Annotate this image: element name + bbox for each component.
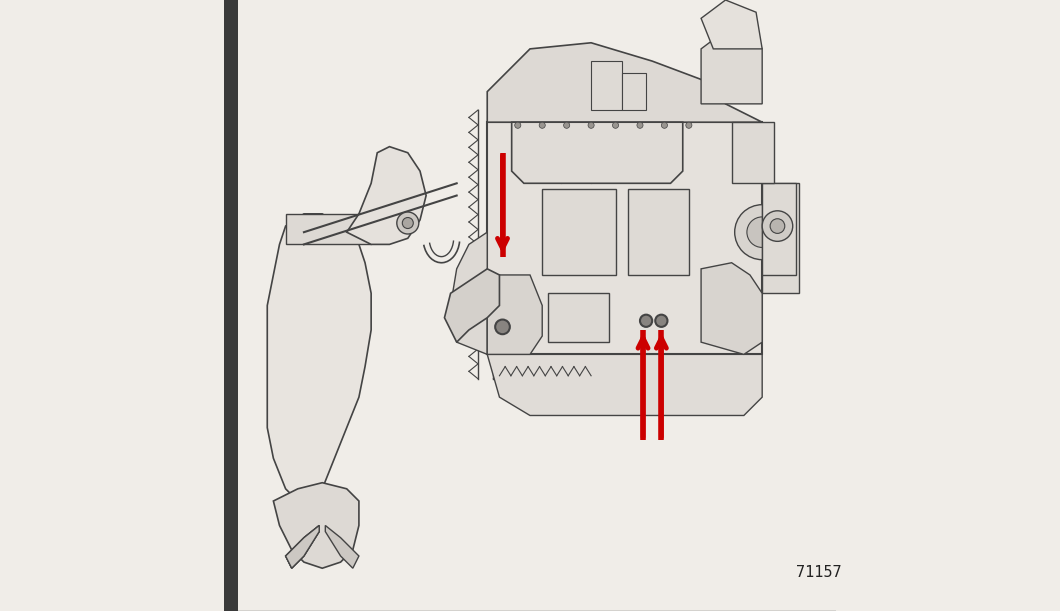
Bar — [591, 61, 621, 110]
Polygon shape — [347, 147, 426, 244]
Polygon shape — [701, 0, 762, 49]
Bar — [225, 0, 237, 611]
Polygon shape — [701, 263, 762, 354]
Polygon shape — [450, 232, 488, 354]
Polygon shape — [444, 269, 499, 342]
Polygon shape — [488, 275, 543, 354]
Circle shape — [515, 122, 520, 128]
Polygon shape — [325, 525, 359, 568]
Circle shape — [403, 218, 413, 229]
Circle shape — [637, 122, 643, 128]
Polygon shape — [273, 483, 359, 568]
Circle shape — [762, 211, 793, 241]
Bar — [731, 122, 775, 183]
Circle shape — [495, 320, 510, 334]
Circle shape — [735, 205, 790, 260]
Circle shape — [613, 122, 619, 128]
Bar — [548, 293, 609, 342]
Polygon shape — [267, 214, 371, 501]
Polygon shape — [488, 354, 762, 415]
Circle shape — [747, 217, 777, 247]
Bar — [762, 183, 796, 275]
Circle shape — [396, 212, 419, 234]
Polygon shape — [512, 122, 683, 183]
Polygon shape — [488, 43, 762, 122]
Polygon shape — [285, 525, 319, 568]
Polygon shape — [701, 31, 762, 104]
Polygon shape — [285, 525, 319, 568]
Circle shape — [655, 315, 668, 327]
Circle shape — [564, 122, 569, 128]
Bar — [628, 189, 689, 275]
Bar — [621, 73, 647, 110]
Polygon shape — [285, 525, 319, 568]
Circle shape — [771, 219, 784, 233]
Bar — [488, 122, 762, 354]
Circle shape — [661, 122, 668, 128]
Bar — [285, 214, 371, 244]
Circle shape — [686, 122, 692, 128]
Circle shape — [540, 122, 545, 128]
Circle shape — [640, 315, 652, 327]
Text: 71157: 71157 — [796, 565, 842, 580]
Bar — [762, 183, 799, 293]
Bar — [543, 189, 616, 275]
Circle shape — [588, 122, 595, 128]
